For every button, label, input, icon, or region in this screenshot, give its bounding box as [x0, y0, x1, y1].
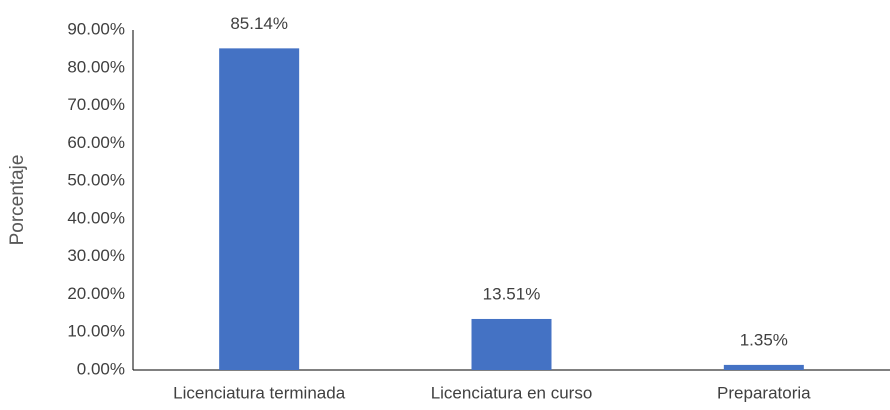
y-tick-label: 90.00%: [67, 19, 125, 38]
x-tick-label: Preparatoria: [717, 383, 811, 402]
data-label: 13.51%: [483, 284, 541, 303]
y-axis-title: Porcentaje: [7, 155, 28, 246]
bar: [219, 48, 300, 371]
x-tick-label: Licenciatura en curso: [431, 383, 593, 402]
data-label: 85.14%: [230, 14, 288, 33]
bar: [471, 318, 552, 370]
y-tick-label: 70.00%: [67, 95, 125, 114]
y-tick-label: 30.00%: [67, 246, 125, 265]
data-label: 1.35%: [740, 330, 788, 349]
y-tick-label: 20.00%: [67, 284, 125, 303]
y-tick-label: 50.00%: [67, 171, 125, 190]
x-tick-label: Licenciatura terminada: [173, 383, 346, 402]
bar: [723, 364, 804, 370]
y-tick-label: 40.00%: [67, 208, 125, 227]
y-tick-label: 80.00%: [67, 57, 125, 76]
y-tick-label: 10.00%: [67, 322, 125, 341]
y-tick-label: 0.00%: [77, 359, 125, 378]
y-tick-label: 60.00%: [67, 133, 125, 152]
